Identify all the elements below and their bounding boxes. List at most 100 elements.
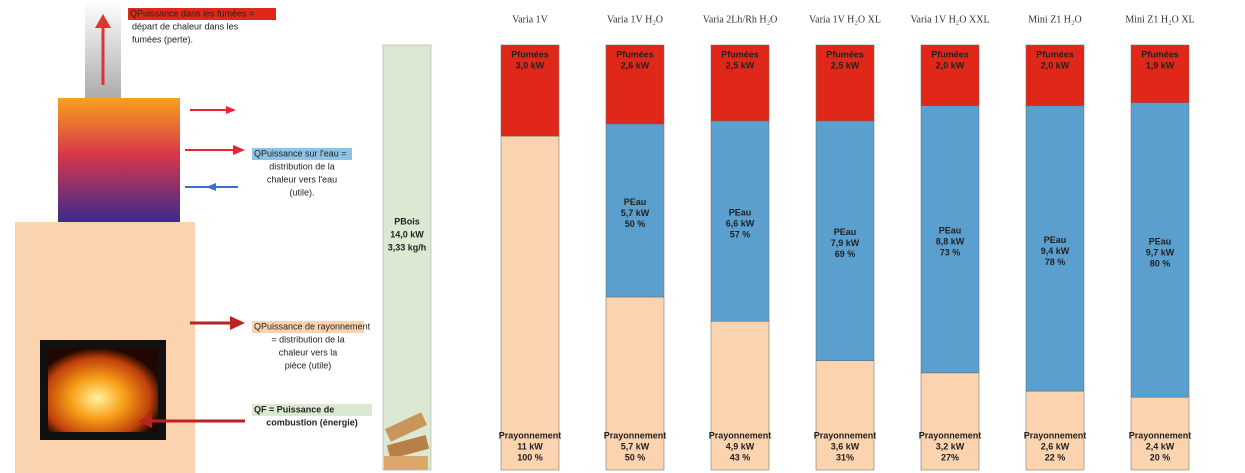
- segment-name: Prayonnement: [919, 430, 982, 440]
- column-header: Varia 1V H₂O: [607, 14, 663, 25]
- segment-name: Pfumées: [721, 49, 759, 59]
- segment-value: 7,9 kW: [831, 238, 860, 248]
- label-text: départ de chaleur dans les: [132, 21, 239, 31]
- segment-share: 27%: [941, 452, 959, 462]
- segment-value: 11 kW: [517, 441, 543, 451]
- label-text: chaleur vers la: [279, 347, 338, 357]
- segment: [500, 44, 560, 137]
- segment: [710, 321, 770, 471]
- wood-power: 14,0 kW: [390, 229, 424, 239]
- label-text: chaleur vers l'eau: [267, 174, 337, 184]
- label-title: QPuissance sur l'eau =: [254, 148, 347, 158]
- segment-value: 3,0 kW: [516, 60, 545, 70]
- label-text: fumées (perte).: [132, 34, 193, 44]
- segment: [1025, 44, 1085, 106]
- segment: [605, 44, 665, 125]
- segment-name: PEau: [1149, 236, 1172, 246]
- segment-name: Pfumées: [511, 49, 549, 59]
- wood-mass: 3,33 kg/h: [388, 242, 427, 252]
- wood-logs: [384, 412, 430, 470]
- segment-name: PEau: [834, 227, 857, 237]
- segment-value: 5,7 kW: [621, 441, 650, 451]
- segment-share: 22 %: [1045, 452, 1066, 462]
- segment-share: 50 %: [625, 452, 646, 462]
- segment-name: Pfumées: [1036, 49, 1074, 59]
- segment-name: Pfumées: [826, 49, 864, 59]
- segment-name: Prayonnement: [1024, 430, 1087, 440]
- segment: [815, 120, 875, 361]
- heat-exchanger: [58, 98, 180, 222]
- segment: [1130, 44, 1190, 103]
- segment-name: PEau: [939, 226, 962, 236]
- label-text: pièce (utile): [285, 360, 332, 370]
- label-box: [128, 8, 276, 20]
- segment-value: 2,6 kW: [1041, 441, 1070, 451]
- segment: [605, 123, 665, 298]
- segment-share: 73 %: [940, 248, 961, 258]
- wood-name: PBois: [394, 216, 420, 226]
- label-text: = distribution de la: [271, 334, 344, 344]
- segment-value: 6,6 kW: [726, 218, 755, 228]
- column-header: Varia 2Lh/Rh H₂O: [703, 14, 778, 25]
- segment-name: PEau: [729, 207, 752, 217]
- label-box: [252, 321, 364, 333]
- segment-name: Pfumées: [616, 49, 654, 59]
- segment: [1130, 102, 1190, 398]
- segment-value: 3,6 kW: [831, 441, 860, 451]
- label-box: [252, 148, 352, 160]
- segment-value: 9,7 kW: [1146, 247, 1175, 257]
- label-text: (utile).: [289, 187, 314, 197]
- wood-bar: [382, 44, 432, 471]
- label-text: distribution de la: [269, 161, 335, 171]
- segment-share: 57 %: [730, 229, 751, 239]
- label-title: QPuissance de rayonnement: [254, 321, 371, 331]
- segment-name: Pfumées: [1141, 49, 1179, 59]
- segment: [815, 360, 875, 471]
- label-box: [252, 404, 372, 416]
- segment-name: PEau: [1044, 235, 1067, 245]
- label-text: combustion (énergie): [266, 417, 358, 427]
- arrows: [95, 14, 245, 428]
- segment-value: 5,7 kW: [621, 208, 650, 218]
- segment-share: 43 %: [730, 452, 751, 462]
- segment: [920, 44, 980, 106]
- segment-value: 3,2 kW: [936, 441, 965, 451]
- segment-share: 80 %: [1150, 258, 1171, 268]
- segment-name: Prayonnement: [709, 430, 772, 440]
- segment-share: 78 %: [1045, 257, 1066, 267]
- segment-value: 2,5 kW: [831, 60, 860, 70]
- segment-share: 100 %: [517, 452, 543, 462]
- segment-value: 4,9 kW: [726, 441, 755, 451]
- segment: [1025, 390, 1085, 471]
- segment: [815, 44, 875, 122]
- segment-share: 69 %: [835, 249, 856, 259]
- segment-value: 1,9 kW: [1146, 60, 1175, 70]
- segment-name: Prayonnement: [604, 430, 667, 440]
- segment: [920, 372, 980, 471]
- label-title: QPuissance dans les fumées =: [130, 8, 254, 18]
- segment-share: 50 %: [625, 219, 646, 229]
- column-header: Varia 1V H₂O XL: [809, 14, 881, 25]
- segment-value: 9,4 kW: [1041, 246, 1070, 256]
- segment-value: 2,5 kW: [726, 60, 755, 70]
- label-title: QF = Puissance de: [254, 404, 334, 414]
- segment: [710, 120, 770, 322]
- column-header: Mini Z1 H₂O XL: [1125, 14, 1194, 25]
- segment: [920, 105, 980, 374]
- segment-name: Pfumées: [931, 49, 969, 59]
- segment-value: 2,0 kW: [1041, 60, 1070, 70]
- segment-value: 2,4 kW: [1146, 441, 1175, 451]
- diagram-labels: QPuissance dans les fumées = départ de ch…: [128, 8, 372, 427]
- column-header: Mini Z1 H₂O: [1028, 14, 1082, 25]
- fire: [48, 348, 158, 432]
- segment-share: 31%: [836, 452, 854, 462]
- column-header: Varia 1V: [512, 14, 549, 25]
- segment-value: 8,8 kW: [936, 237, 965, 247]
- segment: [500, 135, 560, 471]
- segment-name: Prayonnement: [499, 430, 562, 440]
- segment: [710, 44, 770, 122]
- segment-share: 20 %: [1150, 452, 1171, 462]
- segment-name: PEau: [624, 197, 647, 207]
